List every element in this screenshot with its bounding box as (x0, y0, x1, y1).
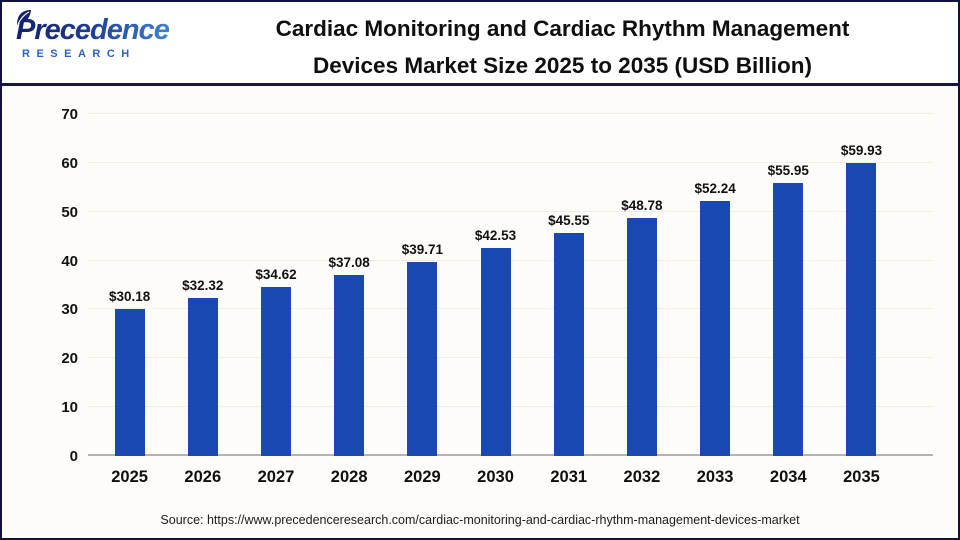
bar-slot: $59.93 (825, 114, 898, 456)
logo-wordmark: Precedence (16, 14, 170, 46)
gridline (88, 161, 933, 163)
bar-2033 (700, 200, 731, 456)
bar-slot: $37.08 (313, 114, 386, 456)
x-tick-label-2031: 2031 (550, 468, 588, 486)
bar-slot: $55.95 (752, 114, 825, 456)
bars-row: $30.18 $32.32 $34.62 $37.08 $39.71 $42.53 $45.… (88, 114, 933, 456)
bar-slot: $34.62 (239, 114, 312, 456)
bar-value-label: $37.08 (328, 254, 370, 270)
bar-slot: $48.78 (605, 114, 678, 456)
header: Precedence RESEARCH Cardiac Monitoring a… (2, 2, 958, 83)
x-tick-label-2027: 2027 (257, 468, 295, 486)
x-tick-label-2032: 2032 (623, 468, 661, 486)
bar-value-label: $30.18 (108, 288, 151, 304)
plot-area: $30.18 $32.32 $34.62 $37.08 $39.71 $42.53 $45.… (88, 113, 933, 456)
precedence-research-logo: Precedence RESEARCH (16, 10, 176, 60)
x-tick-label-2028: 2028 (330, 468, 368, 486)
bar-value-label: $52.24 (694, 180, 736, 196)
source-note: Source: https://www.precedenceresearch.c… (160, 513, 800, 527)
x-tick-label-2033: 2033 (696, 468, 734, 486)
bar-value-label: $39.71 (401, 242, 443, 257)
x-tick-label-2026: 2026 (184, 468, 222, 486)
y-tick-label: 70 (61, 106, 78, 123)
y-tick-label: 10 (61, 399, 78, 417)
bar-slot: $42.53 (459, 114, 532, 456)
bar-value-label: $48.78 (621, 197, 663, 213)
chart-title-line-1: Cardiac Monitoring and Cardiac Rhythm Ma… (275, 16, 850, 41)
bar-value-label: $34.62 (255, 266, 297, 282)
y-tick-label: 20 (61, 350, 78, 368)
bar-slot: $32.32 (166, 114, 239, 456)
bar-2030 (480, 248, 511, 456)
x-tick-label-2035: 2035 (843, 468, 880, 486)
bar-2029 (407, 262, 438, 456)
logo-subtitle: RESEARCH (22, 47, 136, 60)
bar-chart: 0 10 20 30 40 50 60 70 $30.18 $32.32 $34.62 $37.08… (2, 86, 958, 536)
x-tick-label-2025: 2025 (111, 468, 148, 486)
bar-value-label: $55.95 (767, 162, 809, 178)
y-tick-label: 60 (61, 154, 78, 172)
chart-title: Cardiac Monitoring and Cardiac Rhythm Ma… (187, 11, 938, 84)
y-tick-label: 50 (61, 203, 78, 221)
y-axis: 0 10 20 30 40 50 60 70 (30, 106, 78, 465)
gridline (88, 210, 933, 212)
leaf-icon (14, 8, 34, 33)
x-tick-label-2034: 2034 (769, 468, 807, 486)
x-tick-label-2029: 2029 (403, 468, 441, 486)
bar-2035 (846, 163, 877, 456)
bar-2027 (260, 286, 291, 456)
y-tick-label: 0 (69, 448, 78, 465)
bar-2028 (334, 274, 365, 456)
bar-slot: $45.55 (532, 114, 605, 456)
bar-2025 (114, 308, 145, 456)
bar-slot: $52.24 (679, 114, 752, 456)
bar-2032 (626, 217, 657, 456)
x-tick-label-2030: 2030 (477, 468, 514, 486)
header-divider (2, 83, 958, 86)
bar-value-label: $32.32 (182, 278, 224, 294)
bar-slot: $39.71 (386, 114, 459, 456)
bar-2026 (187, 298, 218, 456)
gridline (88, 113, 933, 114)
bar-value-label: $59.93 (840, 143, 883, 159)
bar-slot: $30.18 (93, 114, 166, 456)
bar-2031 (553, 233, 584, 456)
bar-2034 (773, 182, 804, 456)
y-tick-label: 30 (61, 301, 78, 319)
y-tick-label: 40 (61, 252, 78, 270)
bar-value-label: $45.55 (548, 213, 590, 229)
x-axis: 2025 2026 2027 2028 2029 2030 2031 2032 2033 2034… (88, 468, 933, 487)
chart-title-line-2: Devices Market Size 2025 to 2035 (USD Bi… (313, 52, 812, 78)
bar-value-label: $42.53 (474, 228, 517, 244)
